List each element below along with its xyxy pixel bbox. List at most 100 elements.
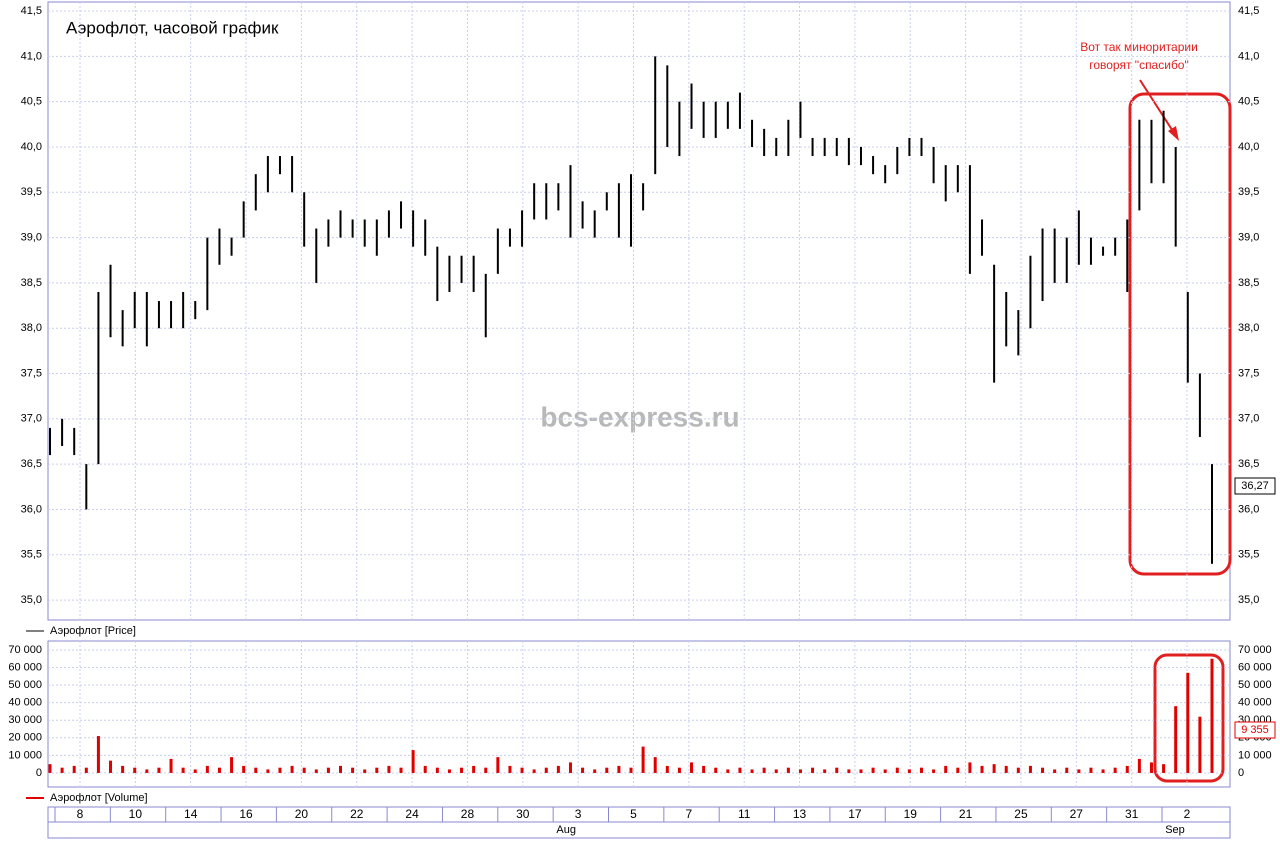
y2-tick-label: 20 000 (8, 732, 42, 744)
volume-bar (677, 767, 681, 773)
x-tick-label: 20 (295, 807, 309, 821)
price-panel (47, 1, 1231, 621)
x-tick-label: 7 (686, 807, 693, 821)
volume-bar (230, 757, 234, 773)
volume-bar (399, 767, 403, 773)
y2-tick-label: 10 000 (8, 749, 42, 761)
y-tick-label: 37,0 (1238, 413, 1259, 425)
volume-bar (665, 765, 669, 773)
volume-bar (217, 767, 221, 773)
annotation: Вот так миноритарии (1080, 40, 1198, 54)
y2-tick-label: 70 000 (1238, 644, 1272, 656)
y-tick-label: 36,5 (1238, 458, 1259, 470)
volume-bar (290, 765, 294, 773)
volume-bar (932, 769, 936, 773)
y-tick-label: 41,5 (1238, 5, 1259, 17)
y-tick-label: 35,5 (21, 549, 42, 561)
volume-bar (1077, 769, 1081, 773)
y2-tick-label: 10 000 (1238, 749, 1272, 761)
y-tick-label: 40,0 (1238, 141, 1259, 153)
volume-bar (484, 767, 488, 773)
x-tick-label: 16 (239, 807, 253, 821)
x-tick-label: 8 (77, 807, 84, 821)
volume-bar (1198, 716, 1202, 773)
volume-bar (544, 767, 548, 773)
x-tick-label: 13 (793, 807, 807, 821)
volume-bar (254, 767, 258, 773)
volume-bar (823, 769, 827, 773)
y-tick-label: 41,5 (21, 5, 42, 17)
volume-bar (121, 765, 125, 773)
volume-bar (351, 767, 355, 773)
y-tick-label: 36,0 (1238, 503, 1259, 515)
volume-bar (157, 767, 161, 773)
y2-tick-label: 0 (36, 767, 42, 779)
watermark: bcs-express.ru (540, 401, 739, 432)
volume-bar (871, 767, 875, 773)
volume-bar (96, 736, 100, 773)
y2-tick-label: 30 000 (8, 714, 42, 726)
x-tick-label: 19 (904, 807, 918, 821)
volume-bar (920, 767, 923, 773)
y-tick-label: 35,0 (1238, 594, 1259, 606)
y-tick-label: 39,5 (1238, 186, 1259, 198)
volume-bar (968, 762, 972, 773)
volume-bar (375, 767, 379, 773)
volume-bar (798, 769, 802, 773)
annotation-arrow (1139, 79, 1177, 137)
x-tick-label: 5 (630, 807, 637, 821)
volume-bar (145, 769, 149, 773)
volume-bar (992, 764, 996, 773)
y2-tick-label: 0 (1238, 767, 1244, 779)
volume-bar (326, 767, 330, 773)
volume-bar (1089, 767, 1093, 773)
month-label: Sep (1165, 824, 1185, 836)
volume-bar (702, 765, 706, 773)
volume-bar (508, 765, 512, 773)
last-price-box (1234, 477, 1276, 495)
volume-bar (278, 767, 282, 773)
y-tick-label: 37,5 (21, 367, 42, 379)
x-tick-label: 3 (575, 807, 582, 821)
volume-bar (847, 769, 851, 773)
volume-bar (895, 767, 899, 773)
volume-bar (762, 767, 766, 773)
volume-bar (944, 765, 948, 773)
volume-bar (84, 767, 88, 773)
volume-bar (629, 767, 633, 773)
volume-bar (738, 767, 742, 773)
volume-bar (605, 767, 609, 773)
y-tick-label: 38,5 (21, 277, 42, 289)
volume-bar (883, 769, 887, 773)
volume-bar (714, 767, 718, 773)
volume-bar (568, 762, 572, 773)
volume-bar (339, 765, 342, 773)
volume-bar (205, 765, 209, 773)
y-tick-label: 40,5 (21, 96, 42, 108)
x-tick-label: 28 (461, 807, 475, 821)
volume-bar (956, 767, 960, 773)
last-volume-box (1234, 721, 1276, 739)
x-tick-label: 31 (1125, 807, 1139, 821)
y2-tick-label: 40 000 (1238, 697, 1272, 709)
y-tick-label: 41,0 (21, 50, 42, 62)
volume-bar (835, 767, 839, 773)
volume-bar (1065, 767, 1069, 773)
volume-bar (435, 767, 439, 773)
y-tick-label: 38,5 (1238, 277, 1259, 289)
y-tick-label: 38,0 (21, 322, 42, 334)
y-tick-label: 37,5 (1238, 367, 1259, 379)
legend-label: Аэрофлот [Price] (50, 625, 136, 637)
volume-bar (266, 769, 270, 773)
volume-bar (60, 767, 64, 773)
volume-bar (690, 762, 694, 773)
volume-bar (859, 769, 863, 773)
volume-bar (169, 758, 173, 773)
volume-bar (556, 765, 560, 773)
volume-bar (242, 765, 246, 773)
x-tick-label: 30 (516, 807, 530, 821)
volume-bar (193, 769, 197, 773)
x-tick-label: 21 (959, 807, 973, 821)
x-tick-label: 24 (405, 807, 419, 821)
